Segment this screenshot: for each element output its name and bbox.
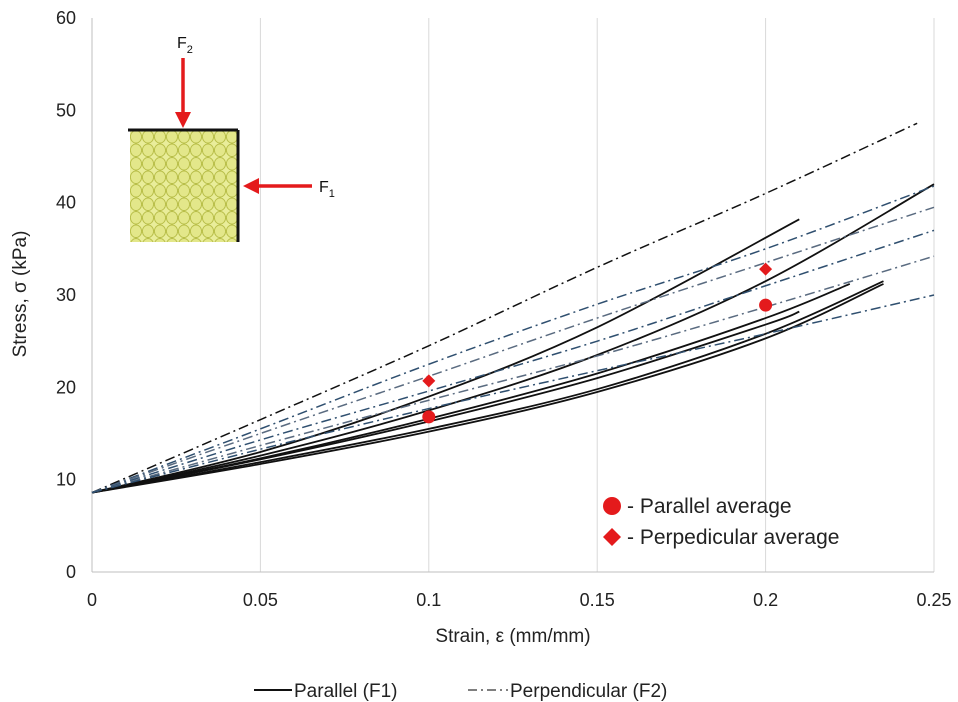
parallel-average-point (759, 298, 773, 312)
perpendicular-curve-3 (91, 206, 935, 494)
parallel-curve-5 (91, 280, 884, 494)
legend-parallel-label: - Parallel average (627, 495, 792, 518)
force-top-arrowhead (175, 112, 191, 128)
bottom-legend-parallel-label: Parallel (F1) (294, 681, 397, 702)
y-tick-label: 10 (56, 470, 76, 490)
legend-perpendicular-label: - Perpedicular average (627, 526, 839, 549)
parallel-curve-6 (91, 283, 884, 494)
x-tick-label: 0.2 (753, 590, 778, 610)
legend-perpendicular-marker (603, 528, 621, 546)
curves (91, 122, 935, 494)
specimen-inset: F2 F1 (128, 35, 335, 242)
perpendicular-curve-1 (91, 122, 918, 494)
perpendicular-average-point (422, 374, 436, 388)
y-tick-label: 30 (56, 285, 76, 305)
perpendicular-curve-5 (91, 255, 935, 494)
y-axis-title: Stress, σ (kPa) (10, 231, 31, 358)
average-markers (422, 262, 773, 424)
x-tick-label: 0.1 (416, 590, 441, 610)
perpendicular-curve-4 (91, 229, 935, 494)
legend-parallel-marker (603, 497, 621, 515)
y-tick-label: 60 (56, 8, 76, 28)
x-tick-label: 0.15 (580, 590, 615, 610)
y-tick-label: 0 (66, 562, 76, 582)
force-side-arrowhead (243, 178, 259, 194)
parallel-curve-4 (91, 310, 800, 494)
axes: 0 0.05 0.1 0.15 0.2 0.25 0 10 20 30 40 50 60 (56, 8, 952, 610)
inner-legend: - Parallel average - Perpedicular averag… (603, 495, 839, 549)
y-tick-label: 50 (56, 100, 76, 120)
x-axis-title: Strain, ε (mm/mm) (435, 626, 590, 647)
x-tick-label: 0 (87, 590, 97, 610)
bottom-legend-perpendicular-label: Perpendicular (F2) (510, 681, 667, 702)
y-tick-label: 40 (56, 193, 76, 213)
bottom-legend: Parallel (F1) Perpendicular (F2) (254, 681, 667, 702)
specimen-block (130, 130, 238, 242)
parallel-curve-1 (91, 218, 800, 494)
force-side-label: F1 (319, 179, 335, 200)
perpendicular-average-point (759, 262, 773, 276)
parallel-curve-2 (91, 183, 935, 494)
x-tick-label: 0.05 (243, 590, 278, 610)
parallel-average-point (422, 410, 436, 424)
x-tick-label: 0.25 (916, 590, 951, 610)
y-tick-label: 20 (56, 377, 76, 397)
force-top-label: F2 (177, 35, 193, 56)
